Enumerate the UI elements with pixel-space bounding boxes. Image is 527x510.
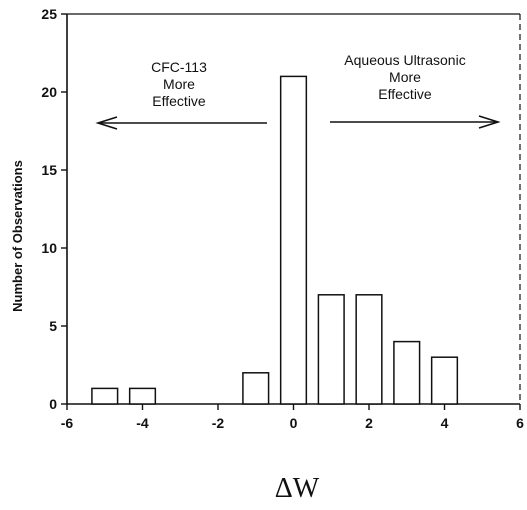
bar — [317, 294, 345, 405]
x-axis-label: ΔW — [275, 473, 320, 504]
annotation-left-line-2: More — [163, 76, 195, 92]
x-tick-label: 2 — [365, 415, 373, 431]
annotation-right-line-2: More — [389, 69, 421, 85]
y-tick-label: 10 — [41, 240, 57, 256]
bar — [91, 387, 119, 405]
y-tick-label: 0 — [49, 396, 57, 412]
annotation-right-line-3: Effective — [378, 86, 432, 102]
bar — [355, 294, 383, 405]
y-tick-label: 5 — [49, 318, 57, 334]
x-tick-label: -2 — [212, 415, 225, 431]
x-tick-label: -4 — [136, 415, 149, 431]
x-tick-label: 0 — [290, 415, 298, 431]
y-tick-label: 25 — [41, 6, 57, 22]
bar — [128, 387, 157, 405]
x-tick-label: 4 — [441, 415, 449, 431]
y-tick-label: 15 — [41, 162, 57, 178]
annotation-right-line-1: Aqueous Ultrasonic — [344, 52, 465, 68]
x-tick-label: -6 — [61, 415, 74, 431]
annotation-left-line-3: Effective — [152, 93, 206, 109]
x-axis-ticks: -6 -4 -2 0 2 4 6 — [61, 404, 524, 431]
y-tick-label: 20 — [41, 84, 57, 100]
bar — [430, 356, 459, 405]
arrow-left-head — [95, 116, 118, 130]
y-axis-label: Number of Observations — [10, 160, 25, 312]
annotation-left-line-1: CFC-113 — [151, 59, 207, 75]
annotation-right: Aqueous Ultrasonic More Effective — [330, 52, 501, 129]
bar — [242, 372, 270, 405]
bars — [91, 75, 459, 405]
bar — [279, 75, 308, 405]
annotation-left: CFC-113 More Effective — [95, 59, 267, 130]
y-axis-ticks: 0 5 10 15 20 25 — [41, 6, 67, 412]
arrow-right-head — [478, 115, 501, 129]
x-tick-label: 6 — [516, 415, 524, 431]
bar — [393, 340, 421, 405]
